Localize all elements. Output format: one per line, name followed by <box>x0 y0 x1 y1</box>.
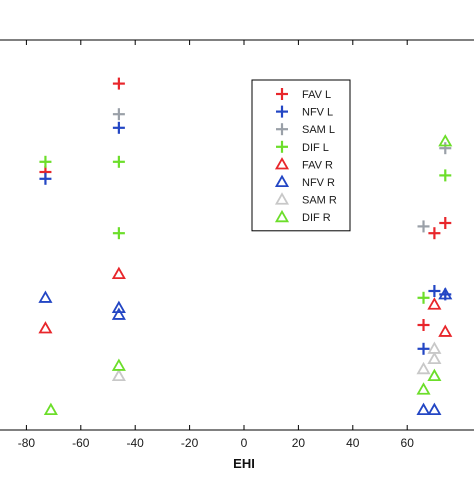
legend-label: NFV R <box>302 177 335 189</box>
x-tick-label: 40 <box>346 436 360 450</box>
triangle-marker <box>438 324 453 337</box>
legend-label: SAM R <box>302 195 337 207</box>
plus-marker <box>417 342 430 355</box>
x-tick-label: -20 <box>181 436 199 450</box>
data-points <box>38 77 453 416</box>
plus-marker <box>428 285 441 297</box>
series-fav-l <box>39 77 452 331</box>
series-nfv-r <box>38 287 453 416</box>
legend-label: FAV R <box>302 159 333 171</box>
triangle-marker <box>416 402 431 416</box>
legend-label: SAM L <box>302 124 335 136</box>
plus-marker <box>112 77 125 90</box>
plus-marker <box>112 108 125 121</box>
legend-label: FAV L <box>302 89 331 101</box>
legend-label: DIF L <box>302 142 329 154</box>
triangle-marker <box>427 297 442 310</box>
series-fav-r <box>38 266 453 337</box>
triangle-marker <box>111 358 126 371</box>
plus-marker <box>39 155 52 168</box>
triangle-marker <box>438 134 453 147</box>
triangle-marker <box>438 287 453 300</box>
triangle-marker <box>427 402 442 416</box>
legend-marker <box>274 192 290 205</box>
series-dif-l <box>39 155 452 304</box>
plot-frame <box>0 39 474 431</box>
series-nfv-l <box>39 121 452 355</box>
plus-marker <box>417 291 430 304</box>
legend-marker <box>276 105 288 118</box>
plus-marker <box>112 121 125 134</box>
legend: FAV L NFV L SAM L DIF L FAV R NFV R SAM R DIF R <box>251 79 351 232</box>
plus-marker <box>428 227 441 240</box>
x-axis-label: EHI <box>233 456 255 471</box>
legend-marker <box>274 157 290 170</box>
plus-marker <box>439 217 452 229</box>
series-sam-r <box>111 341 442 382</box>
series-sam-l <box>112 108 452 233</box>
x-tick-label: -80 <box>18 436 36 450</box>
x-tick-label: -60 <box>72 436 90 450</box>
triangle-marker <box>111 266 126 280</box>
triangle-marker <box>111 307 126 320</box>
legend-box <box>251 79 351 232</box>
legend-label: NFV L <box>302 107 333 119</box>
plus-marker <box>112 155 125 168</box>
x-tick-label: 60 <box>401 436 415 450</box>
triangle-marker <box>111 368 126 382</box>
legend-marker <box>276 88 288 100</box>
triangle-marker <box>416 382 431 395</box>
plus-marker <box>439 142 452 155</box>
triangle-marker <box>427 341 442 354</box>
triangle-marker <box>427 351 442 365</box>
legend-marker <box>276 123 288 136</box>
plus-marker <box>112 227 125 240</box>
triangle-marker <box>111 300 126 314</box>
triangle-marker <box>38 290 53 303</box>
triangle-marker <box>416 361 431 375</box>
legend-label: DIF R <box>302 212 331 224</box>
x-tick-label: 20 <box>292 436 306 450</box>
axes: -80 -60 -40 -20 0 20 40 60 <box>0 39 474 450</box>
legend-marker <box>276 140 288 153</box>
x-tick-label: -40 <box>127 436 145 450</box>
plus-marker <box>417 220 430 233</box>
plus-marker <box>39 172 52 185</box>
legend-marker <box>274 174 290 188</box>
series-dif-r <box>43 134 453 416</box>
x-tick-label: 0 <box>241 436 248 450</box>
legend-marker <box>274 209 290 223</box>
plus-marker <box>417 319 430 331</box>
plus-marker <box>439 169 452 182</box>
triangle-marker <box>38 321 53 334</box>
triangle-marker <box>427 368 442 382</box>
triangle-marker <box>43 402 58 416</box>
